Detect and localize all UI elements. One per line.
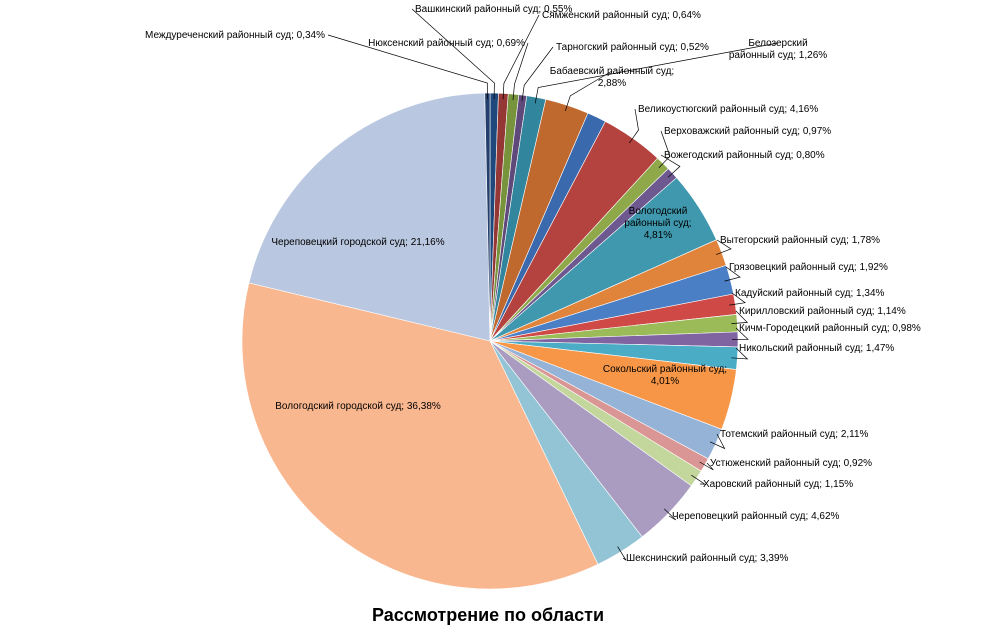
slice-label: Сямженский районный суд; 0,64%: [542, 10, 701, 21]
leader-line: [521, 46, 554, 102]
slice-label: Вашкинский районный суд; 0,55%: [415, 4, 572, 15]
pie-slices: [241, 92, 739, 590]
pie-slice: [241, 282, 599, 590]
slice-label: Вологодский городской суд; 36,38%: [275, 401, 441, 412]
slice-label: Бабаевский районный суд; 2,88%: [550, 65, 674, 89]
slice-label: Тотемский районный суд; 2,11%: [720, 429, 869, 440]
slice-label: Кадуйский районный суд; 1,34%: [735, 288, 885, 299]
slice-label: Устюженский районный суд; 0,92%: [710, 458, 872, 469]
slice-label: Шекснинский районный суд; 3,39%: [626, 553, 789, 564]
leader-line: [534, 42, 779, 104]
slice-label: Грязовецкий районный суд; 1,92%: [729, 262, 888, 273]
leader-line: [512, 42, 529, 101]
pie-slice: [248, 92, 491, 342]
slice-label: Череповецкий городской суд; 21,16%: [271, 237, 444, 248]
slice-label: Череповецкий районный суд; 4,62%: [672, 511, 840, 522]
leader-line: [691, 474, 706, 485]
leader-line: [658, 130, 671, 168]
slice-label: Нюксенский районный суд; 0,69%: [368, 38, 525, 49]
data-labels: Вашкинский районный суд; 0,55%Сямженский…: [145, 4, 921, 564]
leader-line: [724, 266, 741, 282]
leader-line: [731, 310, 749, 324]
leader-line: [699, 461, 714, 471]
leader-line: [664, 508, 677, 521]
slice-label: Белозерский районный суд; 1,26%: [729, 38, 827, 61]
slice-label: Вожегодский районный суд; 0,80%: [664, 150, 825, 161]
leader-line: [729, 292, 746, 306]
leader-line: [564, 70, 613, 112]
leader-line: [731, 327, 749, 340]
leader-line: [411, 8, 495, 100]
slice-label: Кирилловский районный суд; 1,14%: [739, 306, 906, 317]
leader-line: [617, 546, 627, 561]
leader-line: [327, 34, 488, 100]
slice-label: Великоустюгский районный суд; 4,16%: [638, 104, 818, 115]
slice-label: Вологодский районный суд; 4,81%: [624, 206, 691, 241]
slice-label: Харовский районный суд; 1,15%: [703, 479, 853, 490]
leader-line: [709, 433, 726, 450]
slice-label: Сокольский районный суд; 4,01%: [603, 364, 727, 387]
slice-label: Междуреченский районный суд; 0,34%: [145, 30, 325, 41]
leader-line: [731, 347, 749, 360]
slice-label: Никольский районный суд; 1,47%: [739, 343, 894, 354]
leader-line: [715, 239, 732, 255]
slice-label: Кичм-Городецкий районный суд; 0,98%: [739, 323, 921, 334]
leader-line: [660, 154, 681, 178]
leader-line: [502, 14, 540, 100]
leader-lines: [327, 8, 779, 561]
chart-title: Рассмотрение по области: [372, 605, 604, 625]
leader-line: [629, 108, 639, 144]
slice-label: Верховажский районный суд; 0,97%: [664, 126, 831, 137]
slice-label: Тарногский районный суд; 0,52%: [556, 42, 709, 53]
slice-label: Вытегорский районный суд; 1,78%: [720, 235, 880, 246]
